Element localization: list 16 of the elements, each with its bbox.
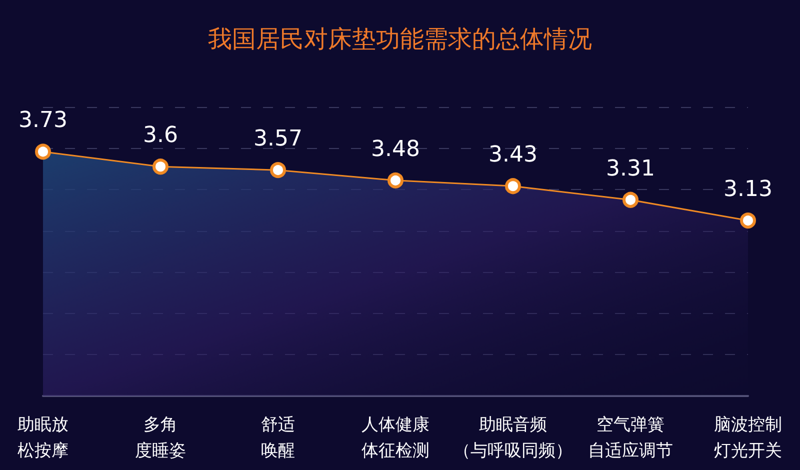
data-label: 3.73 <box>18 108 68 134</box>
x-tick-label: 助眠放松按摩 <box>18 415 68 461</box>
data-label: 3.57 <box>254 126 302 152</box>
x-tick-label: 人体健康体征检测 <box>362 415 430 461</box>
data-label: 3.6 <box>143 123 178 148</box>
x-tick-label: 脑波控制灯光开关 <box>714 415 782 461</box>
data-label: 3.31 <box>606 156 655 182</box>
data-label: 3.43 <box>488 142 538 168</box>
data-label: 3.48 <box>371 136 420 162</box>
x-tick-label: 空气弹簧自适应调节 <box>588 415 673 461</box>
x-tick-label: 助眠音频（与呼吸同频） <box>454 415 572 461</box>
x-tick-label: 舒适唤醒 <box>261 415 295 461</box>
point <box>740 212 756 229</box>
chart-title: 我国居民对床垫功能需求的总体情况 <box>208 25 592 53</box>
x-tick-label: 多角度睡姿 <box>135 415 186 461</box>
data-label: 3.13 <box>724 177 772 202</box>
